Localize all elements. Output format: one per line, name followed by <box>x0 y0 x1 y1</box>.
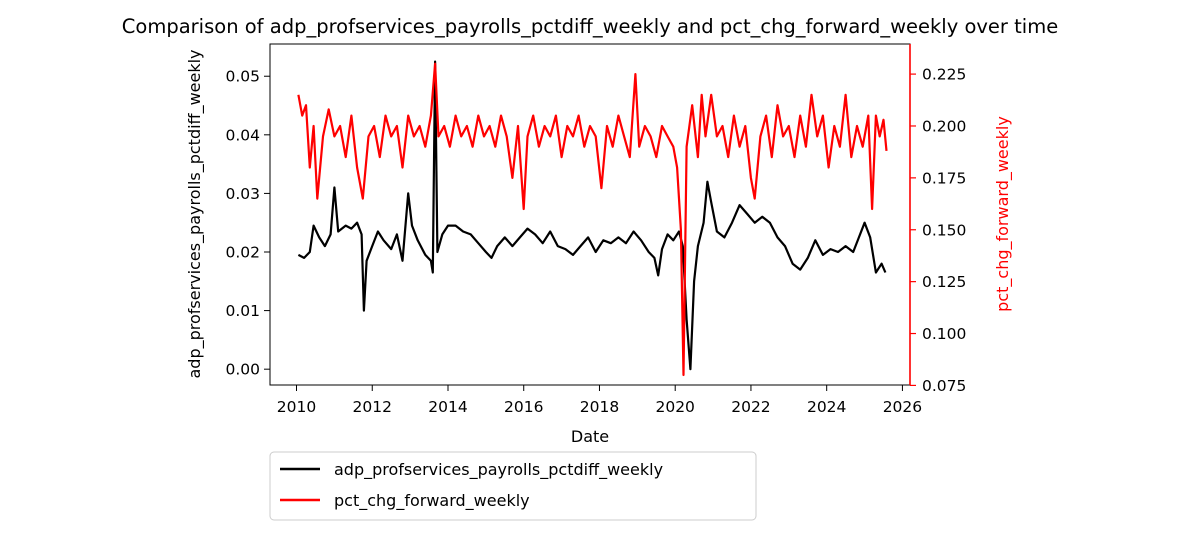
x-axis-label: Date <box>571 427 609 446</box>
left-y-tick-label: 0.01 <box>225 302 260 320</box>
x-tick-label-2020: 2020 <box>655 398 694 416</box>
x-tick-label-2014: 2014 <box>428 398 467 416</box>
x-tick-label-2010: 2010 <box>277 398 316 416</box>
series-line-adp <box>297 60 887 371</box>
legend-label-adp: adp_profservices_payrolls_pctdiff_weekly <box>334 460 663 480</box>
plot-frame <box>269 43 911 386</box>
right-y-tick-label: 0.175 <box>922 169 966 187</box>
left-y-tick-label: 0.00 <box>225 361 260 379</box>
chart-title: Comparison of adp_profservices_payrolls_… <box>122 15 1058 38</box>
left-y-tick-label: 0.02 <box>225 243 260 261</box>
right-y-tick-label: 0.075 <box>922 377 966 395</box>
x-tick-label-2026: 2026 <box>883 398 922 416</box>
legend: adp_profservices_payrolls_pctdiff_weekly… <box>269 451 757 521</box>
left-y-tick-label: 0.04 <box>225 126 260 144</box>
left-y-tick-label: 0.05 <box>225 68 260 86</box>
series-line-pct <box>297 62 888 377</box>
left-y-tick-label: 0.03 <box>225 185 260 203</box>
x-tick-label-2024: 2024 <box>807 398 846 416</box>
legend-box <box>269 451 757 521</box>
right-y-tick-label: 0.150 <box>922 221 966 239</box>
left-y-axis: 0.00 0.01 0.02 0.03 0.04 0.05 <box>225 68 270 379</box>
right-y-tick-label: 0.100 <box>922 325 966 343</box>
right-y-tick-label: 0.200 <box>922 117 966 135</box>
x-tick-label-2022: 2022 <box>731 398 770 416</box>
right-y-tick-label: 0.125 <box>922 273 966 291</box>
x-tick-label-2012: 2012 <box>353 398 392 416</box>
x-tick-label-2018: 2018 <box>580 398 619 416</box>
legend-label-pct: pct_chg_forward_weekly <box>334 491 530 511</box>
series-layer <box>297 60 888 377</box>
right-y-tick-label: 0.225 <box>922 66 966 84</box>
right-y-axis-label: pct_chg_forward_weekly <box>993 116 1013 312</box>
x-tick-label-2016: 2016 <box>504 398 543 416</box>
left-y-axis-label: adp_profservices_payrolls_pctdiff_weekly <box>185 49 205 378</box>
x-axis: 2010 2012 2014 2016 2018 2020 2022 2024 2026 <box>277 385 922 416</box>
right-y-axis: 0.075 0.100 0.125 0.150 0.175 0.200 0.225 <box>910 66 966 395</box>
